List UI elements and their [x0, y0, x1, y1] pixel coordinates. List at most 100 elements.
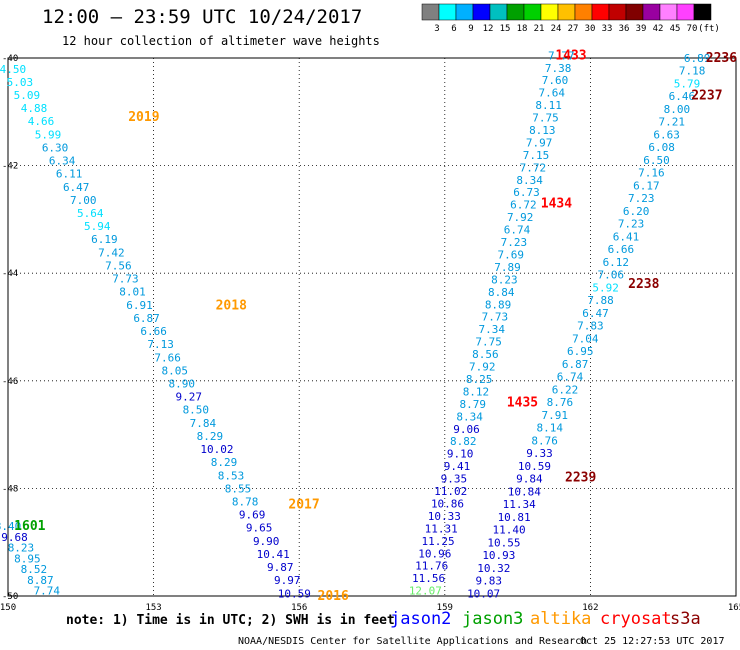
colorbar-swatch: [676, 3, 695, 21]
colorbar-swatch: [659, 3, 678, 21]
swh-value: 5.92: [592, 281, 619, 294]
swh-value: 5.79: [674, 77, 701, 90]
swh-value: 6.91: [126, 299, 153, 312]
swh-value: 7.75: [475, 336, 502, 349]
swh-value: 9.65: [246, 522, 273, 535]
swh-value: 7.42: [98, 246, 125, 259]
swh-value: 9.68: [1, 531, 28, 544]
swh-value: 8.53: [218, 469, 245, 482]
swh-value: 8.90: [168, 377, 195, 390]
swh-value: 10.02: [200, 443, 233, 456]
satellite-tracks: 4.505.035.094.884.665.996.306.346.116.47…: [0, 49, 710, 600]
page-title: 12:00 — 23:59 UTC 10/24/2017: [42, 6, 363, 28]
colorbar-label: 6: [451, 24, 456, 34]
swh-value: 8.05: [161, 364, 188, 377]
swh-value: 8.12: [463, 385, 490, 398]
swh-value: 10.86: [431, 497, 464, 510]
swh-value: 8.29: [211, 456, 238, 469]
y-tick-label: -42: [2, 162, 18, 172]
colorbar-label: 36: [619, 24, 630, 34]
swh-value: 10.07: [467, 587, 500, 600]
colorbar-label: 45: [670, 24, 681, 34]
y-tick-label: -40: [2, 54, 18, 64]
swh-value: 6.74: [557, 371, 584, 384]
track-label: 1435: [507, 395, 538, 410]
swh-value: 9.84: [516, 473, 543, 486]
plot-frame: [7, 57, 737, 597]
swh-value: 8.76: [531, 434, 558, 447]
colorbar-swatch: [642, 3, 661, 21]
track-label: 1601: [14, 519, 45, 534]
colorbar-label: 70: [687, 24, 698, 34]
swh-value: 6.47: [63, 181, 90, 194]
swh-value: 8.82: [450, 435, 477, 448]
swh-value: 6.17: [633, 179, 660, 192]
swh-value: 10.33: [428, 510, 461, 523]
swh-value: 8.13: [529, 124, 556, 137]
page-subtitle: 12 hour collection of altimeter wave hei…: [62, 34, 380, 48]
swh-value: 6.87: [133, 312, 160, 325]
swh-value: 7.69: [497, 248, 524, 261]
swh-value: 10.32: [477, 562, 510, 575]
swh-value: 5.03: [7, 76, 34, 89]
swh-value: 6.66: [608, 243, 635, 256]
colorbar-swatch: [455, 3, 474, 21]
y-tick-label: -48: [2, 484, 18, 494]
swh-value: 9.83: [475, 575, 502, 588]
colorbar-label: 39: [636, 24, 647, 34]
swh-value: 6.87: [562, 358, 589, 371]
swh-value: 8.87: [27, 574, 54, 587]
timestamp-text: Oct 25 12:27:53 UTC 2017: [580, 636, 725, 647]
swh-value: 6.41: [613, 230, 640, 243]
track-label: 2239: [565, 471, 596, 486]
swh-value: 6.73: [513, 186, 540, 199]
swh-value: 7.60: [542, 74, 569, 87]
colorbar-label: 3: [434, 24, 439, 34]
swh-value: 7.83: [577, 320, 604, 333]
swh-value: 6.22: [552, 383, 579, 396]
swh-value: 9.41: [444, 460, 471, 473]
swh-value: 8.40: [0, 520, 21, 533]
swh-value: 10.93: [482, 549, 515, 562]
swh-value: 6.47: [582, 307, 609, 320]
colorbar-swatch: [489, 3, 508, 21]
colorbar-swatch: [506, 3, 525, 21]
color-scale-legend: 3 6 9 12 15 18 21 24 27 30 33 36 39 42 45 70 (ft): [421, 3, 720, 34]
colorbar-swatch: [608, 3, 627, 21]
swh-value: 7.74: [34, 585, 61, 598]
swh-value: 8.23: [8, 542, 35, 555]
swh-value: 8.00: [664, 103, 691, 116]
swh-value: 5.99: [35, 128, 62, 141]
swh-value: 4.66: [28, 115, 55, 128]
axis-ticks: 150 153 156 159 162 165 -40 -42 -44 -46 -48 -50: [0, 54, 740, 613]
track-label: 2238: [628, 277, 659, 292]
colorbar-label: 15: [500, 24, 511, 34]
swh-value: 8.14: [536, 422, 563, 435]
swh-value: 7.92: [507, 211, 534, 224]
plot-border: [7, 57, 737, 597]
swh-value: 11.76: [415, 560, 448, 573]
swh-value: 8.50: [183, 404, 210, 417]
swh-value: 8.34: [456, 410, 483, 423]
swh-value: 7.92: [469, 361, 496, 374]
colorbar-label: 18: [517, 24, 528, 34]
swh-value: 9.27: [176, 391, 203, 404]
swh-value: 11.34: [503, 498, 536, 511]
colorbar-label: 42: [653, 24, 664, 34]
swh-value: 10.41: [257, 548, 290, 561]
colorbar-label: 21: [534, 24, 545, 34]
swh-value: 9.90: [253, 535, 280, 548]
swh-value: 8.79: [460, 398, 487, 411]
x-tick-label: 159: [437, 603, 453, 613]
track-label: 2016: [318, 589, 349, 604]
track-label: 2018: [216, 298, 247, 313]
colorbar-label: 30: [585, 24, 596, 34]
swh-value: 6.66: [140, 325, 167, 338]
colorbar-swatch: [523, 3, 542, 21]
swh-value: 9.87: [267, 561, 294, 574]
swh-value: 10.96: [418, 547, 451, 560]
swh-value: 7.64: [539, 87, 566, 100]
swh-value: 7.77: [548, 49, 575, 62]
swh-value: 7.72: [520, 161, 547, 174]
colorbar-swatch: [625, 3, 644, 21]
